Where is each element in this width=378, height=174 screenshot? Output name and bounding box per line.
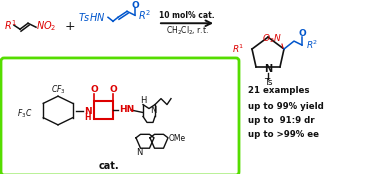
Text: H: H bbox=[140, 96, 146, 105]
Text: H: H bbox=[84, 113, 90, 122]
Text: $R^2$: $R^2$ bbox=[306, 39, 318, 51]
Text: up to 99% yield: up to 99% yield bbox=[248, 102, 324, 111]
Text: 10 mol% cat.: 10 mol% cat. bbox=[159, 11, 215, 20]
Text: CH$_2$Cl$_2$, r.t.: CH$_2$Cl$_2$, r.t. bbox=[166, 25, 209, 37]
Text: HN: HN bbox=[119, 105, 134, 113]
Text: $R^2$: $R^2$ bbox=[138, 8, 151, 22]
Text: $R^1$: $R^1$ bbox=[232, 43, 244, 55]
Text: OMe: OMe bbox=[169, 134, 186, 143]
Text: O: O bbox=[131, 1, 139, 10]
Text: O: O bbox=[298, 29, 306, 38]
Text: +: + bbox=[65, 20, 75, 33]
Text: $CF_3$: $CF_3$ bbox=[51, 84, 65, 97]
Text: $TsHN$: $TsHN$ bbox=[78, 11, 105, 23]
Text: up to >99% ee: up to >99% ee bbox=[248, 130, 319, 139]
Text: N: N bbox=[84, 107, 91, 116]
Text: O: O bbox=[109, 85, 117, 94]
Text: $O_2N$: $O_2N$ bbox=[262, 33, 282, 45]
Text: cat.: cat. bbox=[98, 161, 119, 171]
FancyBboxPatch shape bbox=[1, 58, 239, 174]
Text: $F_3C$: $F_3C$ bbox=[17, 107, 32, 120]
Text: up to  91:9 dr: up to 91:9 dr bbox=[248, 116, 314, 125]
Text: N: N bbox=[150, 106, 156, 115]
Text: $R^1$: $R^1$ bbox=[4, 18, 17, 32]
Text: O: O bbox=[90, 85, 98, 94]
Text: $NO_2$: $NO_2$ bbox=[36, 19, 57, 33]
Text: N: N bbox=[264, 64, 272, 74]
Text: 21 examples: 21 examples bbox=[248, 86, 310, 95]
Text: N: N bbox=[136, 148, 142, 157]
Text: Ts: Ts bbox=[264, 78, 272, 87]
